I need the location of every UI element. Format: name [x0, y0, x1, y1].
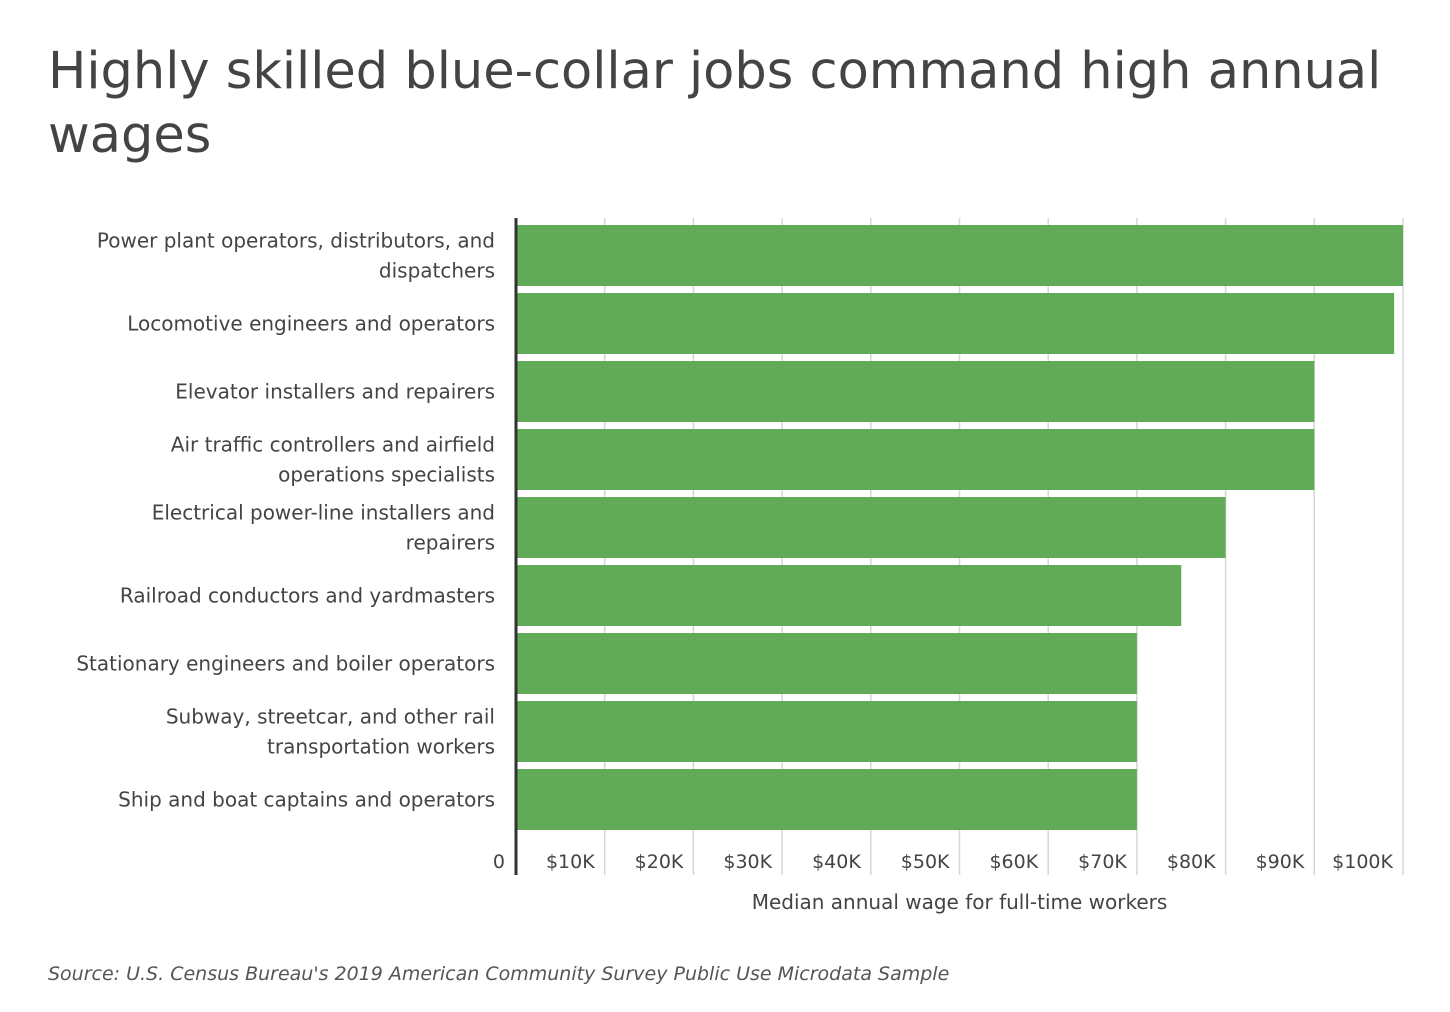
- y-category-label: Stationary engineers and boiler operator…: [76, 652, 495, 676]
- bar: [516, 361, 1315, 422]
- x-tick-label: $10K: [546, 851, 595, 873]
- x-tick-label: 0: [493, 851, 505, 873]
- y-category-label: Air traffic controllers and airfield oper…: [171, 433, 495, 487]
- x-tick-label: $100K: [1332, 851, 1393, 873]
- y-category-label: Ship and boat captains and operators: [118, 788, 495, 812]
- bar: [516, 769, 1137, 830]
- y-category-label: Power plant operators, distributors, and…: [97, 229, 495, 283]
- source-note: Source: U.S. Census Bureau's 2019 Americ…: [48, 963, 950, 985]
- x-tick-label: $40K: [812, 851, 861, 873]
- x-tick-label: $80K: [1167, 851, 1216, 873]
- bar: [516, 225, 1403, 286]
- y-category-label: Subway, streetcar, and other rail transpo…: [166, 705, 495, 759]
- y-category-label: Electrical power-line installers and repa…: [152, 501, 495, 555]
- x-tick-label: $60K: [989, 851, 1038, 873]
- bar: [516, 701, 1137, 762]
- x-tick-label: $50K: [901, 851, 950, 873]
- x-tick-label: $20K: [635, 851, 684, 873]
- x-tick-label: $30K: [723, 851, 772, 873]
- bar: [516, 429, 1315, 490]
- x-axis-label: Median annual wage for full-time workers: [752, 890, 1168, 914]
- y-category-label: Locomotive engineers and operators: [127, 312, 495, 336]
- bar: [516, 293, 1395, 354]
- bar: [516, 497, 1226, 558]
- y-category-label: Elevator installers and repairers: [175, 380, 495, 404]
- chart-title: Highly skilled blue-collar jobs command …: [48, 42, 1382, 165]
- y-category-label: Railroad conductors and yardmasters: [120, 584, 495, 608]
- x-tick-label: $70K: [1078, 851, 1127, 873]
- bar: [516, 565, 1182, 626]
- bar: [516, 633, 1137, 694]
- x-tick-label: $90K: [1256, 851, 1305, 873]
